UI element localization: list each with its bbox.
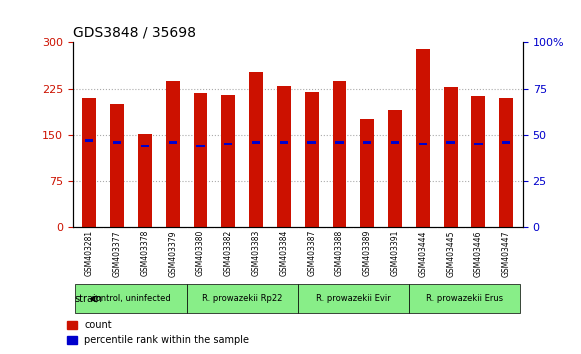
Bar <box>221 95 235 227</box>
Bar <box>83 98 96 227</box>
Bar <box>388 110 402 227</box>
Bar <box>193 93 207 227</box>
Bar <box>85 139 94 142</box>
Bar <box>471 96 485 227</box>
Text: GSM403391: GSM403391 <box>390 230 400 276</box>
Text: GSM403382: GSM403382 <box>224 230 233 276</box>
Bar <box>419 143 427 145</box>
Text: GSM403445: GSM403445 <box>446 230 455 276</box>
Text: strain: strain <box>74 294 102 304</box>
Bar <box>279 141 288 143</box>
Text: GSM403383: GSM403383 <box>252 230 260 276</box>
Text: GSM403377: GSM403377 <box>113 230 121 276</box>
Bar <box>332 81 346 227</box>
Text: GSM403380: GSM403380 <box>196 230 205 276</box>
Bar <box>141 145 149 147</box>
Bar <box>499 98 513 227</box>
Bar <box>196 145 205 147</box>
Text: GSM403281: GSM403281 <box>85 230 94 276</box>
Text: R. prowazekii Evir: R. prowazekii Evir <box>316 295 391 303</box>
Text: GSM403389: GSM403389 <box>363 230 372 276</box>
Text: R. prowazekii Rp22: R. prowazekii Rp22 <box>202 295 282 303</box>
Bar <box>168 141 177 143</box>
Bar <box>391 141 399 143</box>
Legend: count, percentile rank within the sample: count, percentile rank within the sample <box>63 316 253 349</box>
Text: GSM403446: GSM403446 <box>474 230 483 276</box>
Text: GSM403384: GSM403384 <box>279 230 288 276</box>
Bar <box>249 72 263 227</box>
FancyBboxPatch shape <box>187 284 297 313</box>
Text: GDS3848 / 35698: GDS3848 / 35698 <box>73 26 196 40</box>
Bar <box>446 141 455 143</box>
Bar <box>304 92 318 227</box>
Bar <box>277 86 291 227</box>
Bar <box>252 141 260 143</box>
Text: R. prowazekii Erus: R. prowazekii Erus <box>426 295 503 303</box>
Bar <box>363 141 371 143</box>
Bar <box>307 141 316 143</box>
Bar <box>166 81 180 227</box>
Bar <box>444 87 458 227</box>
Bar <box>474 143 483 145</box>
Bar <box>110 104 124 227</box>
FancyBboxPatch shape <box>409 284 520 313</box>
Bar <box>138 134 152 227</box>
Bar <box>416 48 430 227</box>
Bar <box>113 141 121 143</box>
Text: GSM403379: GSM403379 <box>168 230 177 276</box>
Bar <box>360 120 374 227</box>
Text: GSM403387: GSM403387 <box>307 230 316 276</box>
Bar <box>502 141 510 143</box>
FancyBboxPatch shape <box>76 284 187 313</box>
Bar <box>224 143 232 145</box>
Text: control, uninfected: control, uninfected <box>91 295 171 303</box>
Text: GSM403447: GSM403447 <box>502 230 511 276</box>
Bar <box>335 141 343 143</box>
Text: GSM403388: GSM403388 <box>335 230 344 276</box>
Text: GSM403444: GSM403444 <box>418 230 428 276</box>
Text: GSM403378: GSM403378 <box>141 230 149 276</box>
FancyBboxPatch shape <box>297 284 409 313</box>
